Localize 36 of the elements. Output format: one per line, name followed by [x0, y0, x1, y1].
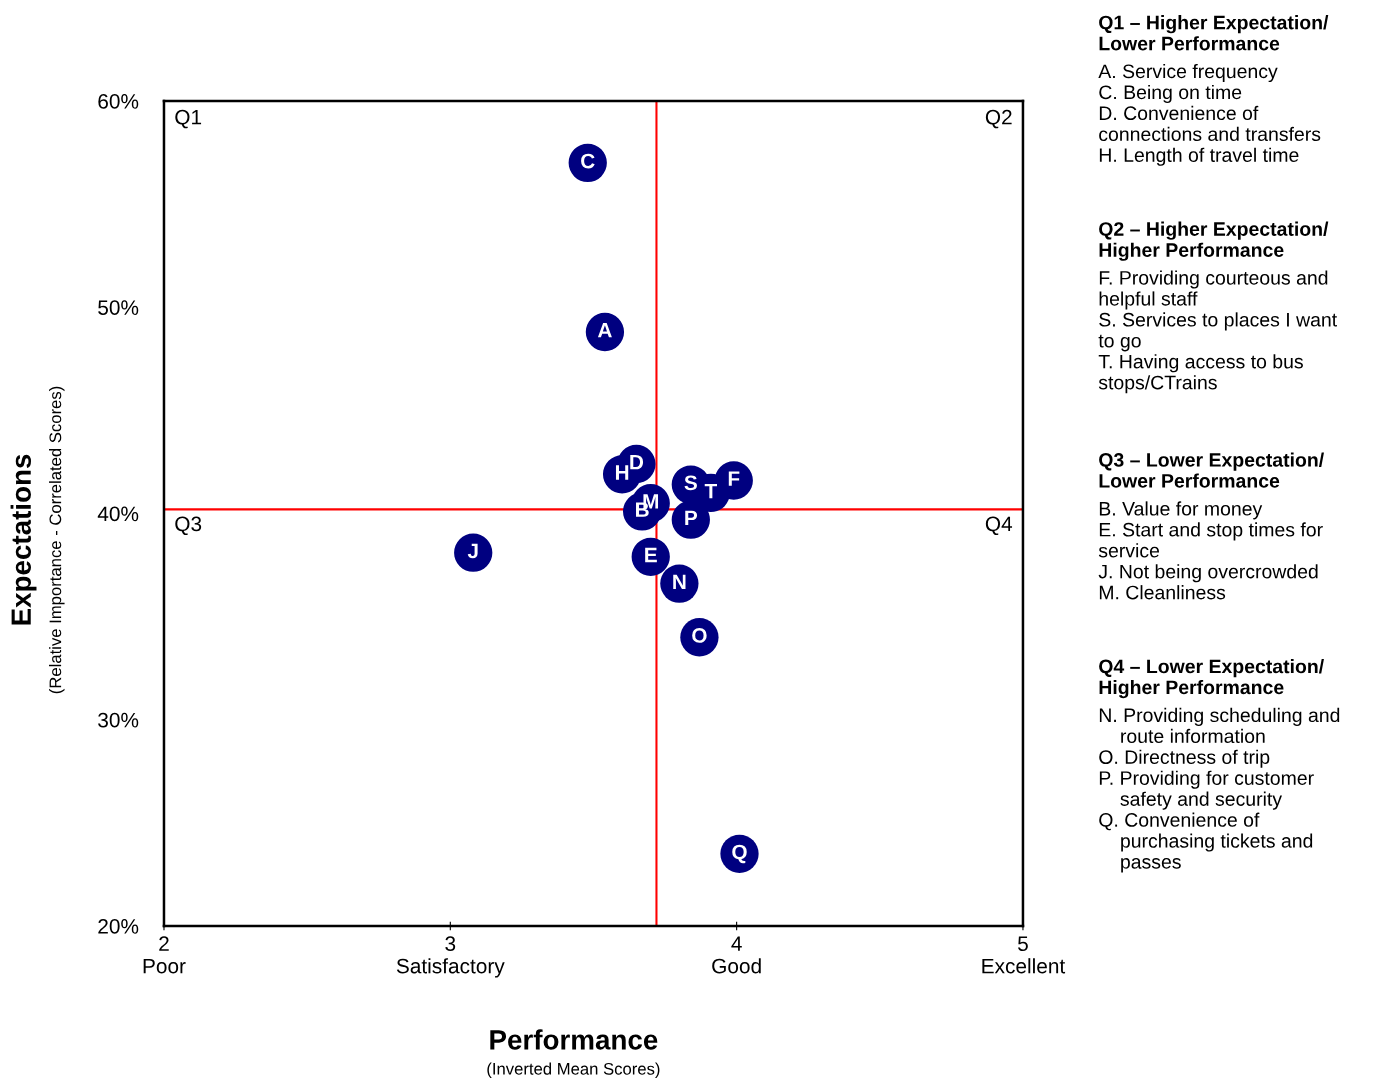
text: Q2 – Higher Expectation/ Higher Performance	[1099, 221, 1329, 261]
x-tick-label: 5 Excellent	[982, 936, 1066, 974]
series-label: S	[684, 475, 697, 491]
y-axis-title: Expectations (Relative Importance - Correlated Scores)	[10, 386, 65, 694]
text: Q3 – Lower Expectation/ Lower Performance	[1099, 452, 1324, 488]
annotation: Q3	[175, 516, 202, 535]
series-label: D	[630, 455, 644, 470]
y-tick-label: 50%	[98, 300, 139, 315]
series-label: A	[597, 323, 612, 338]
text: Q4 – Lower Expectation/ Higher Performance	[1099, 659, 1324, 699]
series-label: P	[685, 510, 698, 526]
series-label: C	[581, 153, 595, 169]
series-label: E	[645, 547, 657, 563]
series-label: F	[728, 471, 740, 486]
series-label: N	[673, 574, 686, 589]
series-label: Q	[732, 844, 747, 864]
series-label: H	[615, 465, 629, 480]
y-tick-label: 30%	[98, 712, 139, 728]
y-tick-label: 20%	[98, 918, 139, 934]
y-tick-label: 60%	[98, 93, 139, 109]
text: F. Providing courteous and helpful staff S. Services to places I want to go T. Having access to bus stops/CTrains	[1098, 270, 1337, 394]
x-axis-title: Performance (Inverted Mean Scores)	[487, 1029, 660, 1079]
y-tick-label: 40%	[97, 506, 139, 522]
text: B. Value for money E. Start and stop times for service J. Not being overcrowded M. Cleanliness	[1098, 501, 1323, 600]
x-tick-label: 3 Satisfactory	[396, 936, 505, 978]
series-label: O	[692, 628, 707, 643]
text: N. Providing scheduling and route information O. Directness of trip P. Providing for customer safety and security Q. Convenience of purchasing tickets and passes	[1099, 707, 1340, 873]
text: A. Service frequency C. Being on time D. Convenience of connections and transfers H. Length of travel time	[1098, 63, 1321, 166]
x-tick-label: 2 Poor	[143, 936, 186, 974]
annotation: Q1	[175, 109, 202, 129]
series-label: T	[704, 483, 718, 499]
text: Q1 – Higher Expectation/ Lower Performance	[1099, 15, 1329, 51]
annotation: Q2	[985, 109, 1012, 129]
annotation: Q4	[985, 516, 1013, 535]
x-tick-label: 4 Good	[712, 936, 761, 974]
series-label: J	[467, 543, 478, 559]
